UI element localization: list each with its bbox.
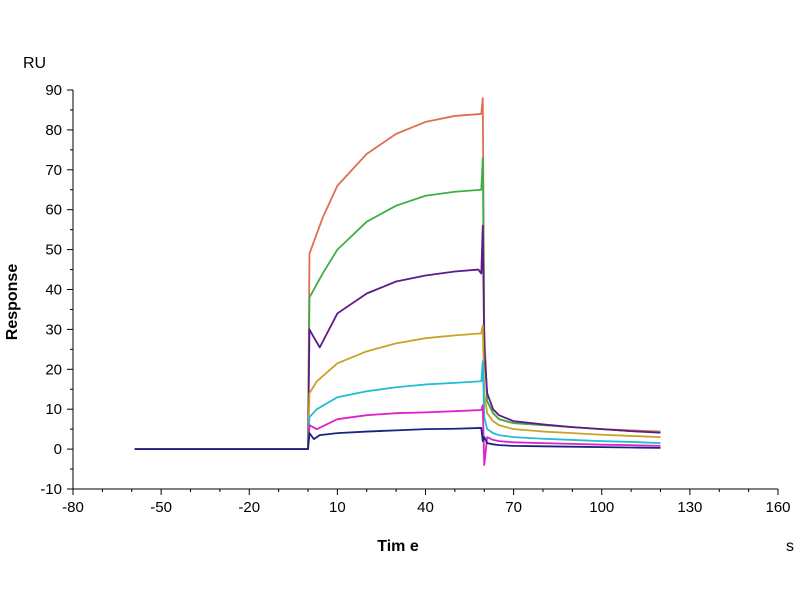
series-lines <box>134 97 661 466</box>
series-line-6 <box>134 404 661 466</box>
y-tick-label: 20 <box>45 361 62 378</box>
y-tick-label: 70 <box>45 162 62 179</box>
x-tick-label: -20 <box>238 499 260 516</box>
series-line-3 <box>134 224 661 450</box>
x-tick-label: -50 <box>150 499 172 516</box>
y-tick-label: 90 <box>45 82 62 99</box>
x-unit-label: s <box>786 538 794 555</box>
x-tick-label: 160 <box>765 499 790 516</box>
y-axis-ticks: -10 0 10 20 30 40 50 60 70 80 90 <box>40 82 73 498</box>
x-tick-label: 70 <box>505 499 522 516</box>
y-tick-label: 50 <box>45 242 62 259</box>
y-tick-label: 30 <box>45 321 62 338</box>
x-tick-label: 100 <box>589 499 614 516</box>
series-line-4 <box>134 324 661 450</box>
y-tick-label: 80 <box>45 122 62 139</box>
x-axis-ticks: -80 -50 -20 10 40 70 100 130 160 <box>62 489 791 516</box>
x-tick-label: 10 <box>329 499 346 516</box>
series-line-7 <box>134 427 661 450</box>
series-line-2 <box>134 156 661 450</box>
series-line-5 <box>134 360 661 450</box>
y-tick-label: 40 <box>45 282 62 299</box>
x-tick-label: -80 <box>62 499 84 516</box>
x-tick-label: 130 <box>677 499 702 516</box>
series-line-1 <box>134 97 661 450</box>
y-tick-label: 10 <box>45 401 62 418</box>
y-axis-title: Response <box>4 264 21 341</box>
y-unit-label: RU <box>23 55 46 72</box>
y-tick-label: -10 <box>40 481 62 498</box>
y-tick-label: 60 <box>45 202 62 219</box>
x-tick-label: 40 <box>417 499 434 516</box>
y-tick-label: 0 <box>54 441 62 458</box>
x-axis-title: Tim e <box>377 538 419 555</box>
